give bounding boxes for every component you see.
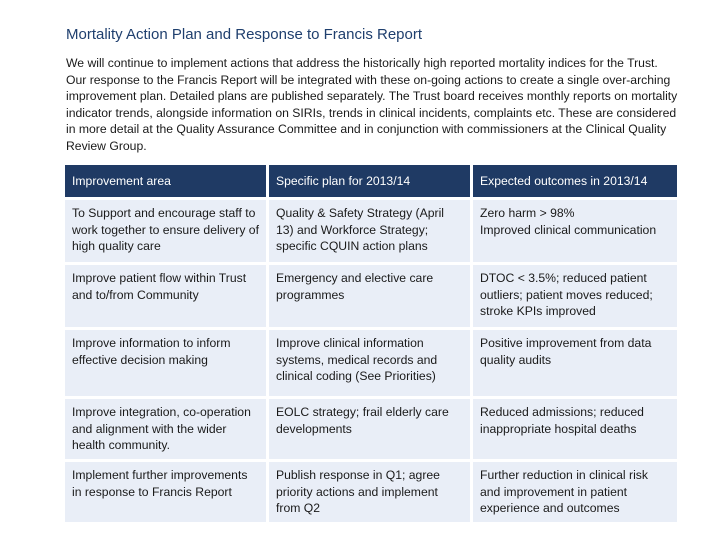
header-expected-outcomes: Expected outcomes in 2013/14: [473, 165, 677, 197]
action-plan-table: Improvement area Specific plan for 2013/…: [65, 165, 677, 522]
cell-specific-plan: Publish response in Q1; agree priority a…: [269, 459, 473, 522]
table-row: Implement further improvements in respon…: [65, 459, 677, 522]
cell-expected-outcomes: Reduced admissions; reduced inappropriat…: [473, 396, 677, 459]
cell-improvement-area: Improve integration, co-operation and al…: [65, 396, 269, 459]
table-header-row: Improvement area Specific plan for 2013/…: [65, 165, 677, 197]
cell-improvement-area: Implement further improvements in respon…: [65, 459, 269, 522]
header-improvement-area: Improvement area: [65, 165, 269, 197]
cell-improvement-area: Improve information to inform effective …: [65, 327, 269, 396]
cell-expected-outcomes: Further reduction in clinical risk and i…: [473, 459, 677, 522]
cell-specific-plan: Emergency and elective care programmes: [269, 262, 473, 327]
cell-improvement-area: Improve patient flow within Trust and to…: [65, 262, 269, 327]
cell-specific-plan: Quality & Safety Strategy (April 13) and…: [269, 197, 473, 262]
table-row: Improve patient flow within Trust and to…: [65, 262, 677, 327]
table-row: To Support and encourage staff to work t…: [65, 197, 677, 262]
page-title: Mortality Action Plan and Response to Fr…: [66, 26, 423, 43]
intro-paragraph: We will continue to implement actions th…: [66, 56, 678, 153]
cell-expected-outcomes: DTOC < 3.5%; reduced patient outliers; p…: [473, 262, 677, 327]
cell-improvement-area: To Support and encourage staff to work t…: [65, 197, 269, 262]
table-row: Improve integration, co-operation and al…: [65, 396, 677, 459]
header-specific-plan: Specific plan for 2013/14: [269, 165, 473, 197]
cell-expected-outcomes: Zero harm > 98% Improved clinical commun…: [473, 197, 677, 262]
cell-specific-plan: Improve clinical information systems, me…: [269, 327, 473, 396]
cell-expected-outcomes: Positive improvement from data quality a…: [473, 327, 677, 396]
cell-specific-plan: EOLC strategy; frail elderly care develo…: [269, 396, 473, 459]
table-row: Improve information to inform effective …: [65, 327, 677, 396]
